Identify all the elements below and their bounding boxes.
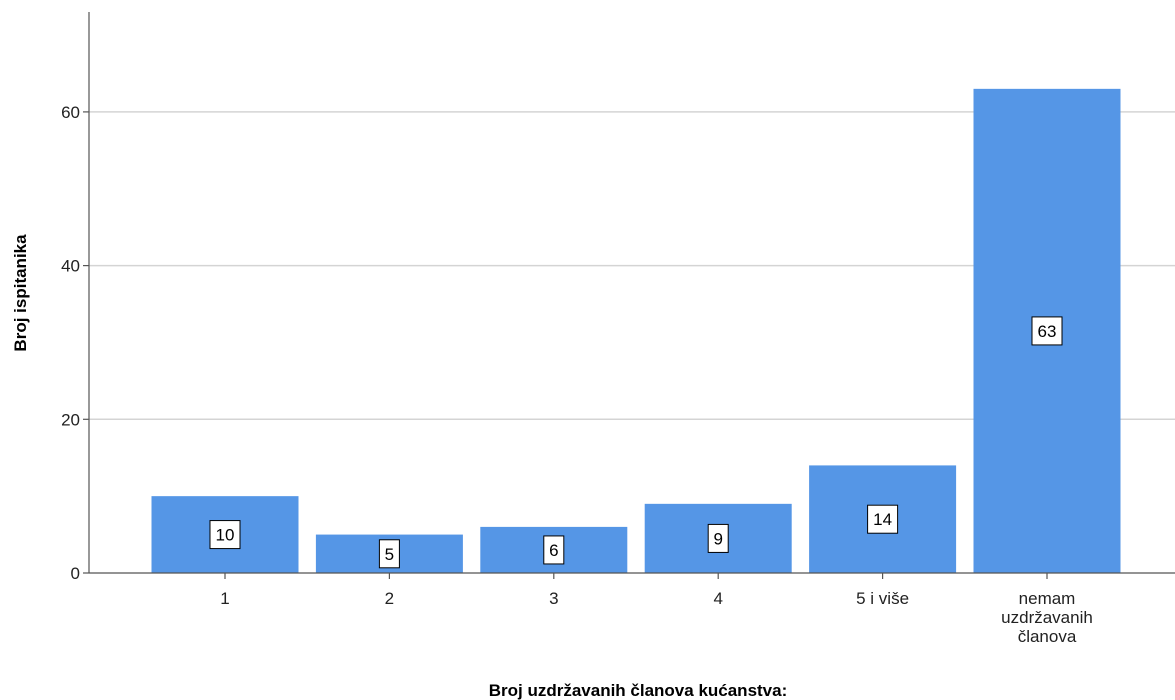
x-tick-label-3: 3 (549, 589, 558, 608)
data-label-6: 63 (1031, 316, 1063, 346)
data-label-4: 9 (707, 523, 729, 553)
y-tick-label-40: 40 (61, 257, 80, 276)
y-tick-label-0: 0 (71, 564, 80, 583)
data-label-2: 5 (378, 539, 400, 569)
x-tick-label-2: 2 (385, 589, 394, 608)
data-labels: 10 5 6 9 14 63 (209, 316, 1063, 569)
y-tick-label-60: 60 (61, 103, 80, 122)
data-label-box-2 (378, 539, 400, 569)
data-label-text-5: 14 (873, 510, 892, 529)
data-label-3: 6 (543, 535, 565, 565)
x-tick-label-4: 4 (713, 589, 722, 608)
y-axis-title: Broj ispitanika (11, 234, 30, 352)
data-label-box-3 (543, 535, 565, 565)
data-label-text-2: 5 (385, 545, 394, 564)
x-tick-label-5: 5 i više (856, 589, 909, 608)
y-tick-label-20: 20 (61, 410, 80, 429)
x-tick-labels: 1 2 3 4 5 i više nemam uzdržavanih članova (220, 573, 1093, 646)
data-label-box-1 (209, 520, 241, 550)
x-tick-label-6: nemam uzdržavanih članova (1001, 589, 1093, 646)
data-label-text-1: 10 (216, 526, 235, 545)
bars (151, 88, 1121, 574)
data-label-box-6 (1031, 316, 1063, 346)
data-label-text-4: 9 (713, 529, 722, 548)
data-label-1: 10 (209, 520, 241, 550)
x-tick-label-1: 1 (220, 589, 229, 608)
x-axis-title: Broj uzdržavanih članova kućanstva: (489, 681, 788, 700)
axes (88, 12, 1175, 574)
y-tick-labels: 0 20 40 60 (61, 103, 89, 583)
data-label-box-5 (867, 504, 899, 534)
data-label-5: 14 (867, 504, 899, 534)
data-label-text-3: 6 (549, 541, 558, 560)
data-label-text-6: 63 (1038, 322, 1057, 341)
data-label-box-4 (707, 523, 729, 553)
